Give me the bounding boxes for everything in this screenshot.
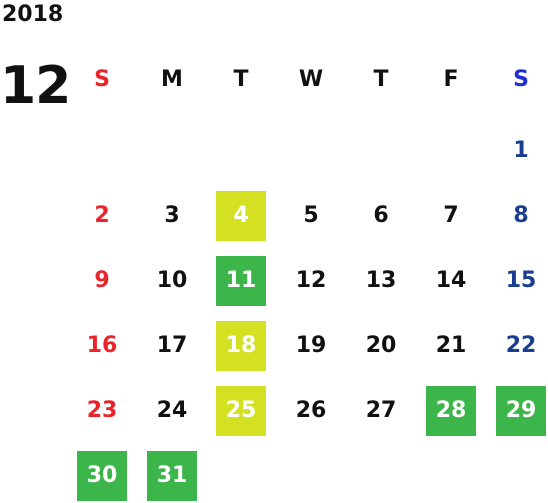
day-cell[interactable]: 17 [156,333,188,358]
day-cell[interactable]: 19 [295,333,327,358]
weekday-thursday: T [373,67,389,92]
day-cell[interactable]: 2 [94,203,110,228]
weekday-tuesday: T [233,67,249,92]
day-cell[interactable]: 23 [86,398,118,423]
weekday-saturday: S [513,67,529,92]
weekday-sunday: S [94,67,110,92]
day-cell[interactable]: 5 [303,203,319,228]
weekday-friday: F [443,67,459,92]
day-cell-highlighted[interactable]: 11 [216,256,266,306]
day-cell[interactable]: 12 [295,268,327,293]
day-cell[interactable]: 20 [365,333,397,358]
day-cell-highlighted[interactable]: 25 [216,386,266,436]
day-cell-highlighted[interactable]: 30 [77,451,127,501]
day-cell[interactable]: 16 [86,333,118,358]
month-label: 12 [0,56,71,116]
day-cell[interactable]: 14 [435,268,467,293]
day-cell-highlighted[interactable]: 29 [496,386,546,436]
day-cell[interactable]: 13 [365,268,397,293]
weekday-monday: M [161,67,183,92]
day-cell[interactable]: 22 [505,333,537,358]
day-cell[interactable]: 7 [443,203,459,228]
day-cell-highlighted[interactable]: 18 [216,321,266,371]
day-cell[interactable]: 3 [164,203,180,228]
day-cell[interactable]: 26 [295,398,327,423]
day-cell[interactable]: 27 [365,398,397,423]
weekday-wednesday: W [298,67,324,92]
day-cell[interactable]: 8 [513,203,529,228]
day-cell-highlighted[interactable]: 4 [216,191,266,241]
day-cell[interactable]: 24 [156,398,188,423]
year-label: 2018 [2,2,64,27]
day-cell[interactable]: 6 [373,203,389,228]
day-cell-highlighted[interactable]: 31 [147,451,197,501]
day-cell-highlighted[interactable]: 28 [426,386,476,436]
day-cell[interactable]: 21 [435,333,467,358]
day-cell[interactable]: 15 [505,268,537,293]
day-cell[interactable]: 1 [513,138,529,163]
day-cell[interactable]: 9 [94,268,110,293]
day-cell[interactable]: 10 [156,268,188,293]
